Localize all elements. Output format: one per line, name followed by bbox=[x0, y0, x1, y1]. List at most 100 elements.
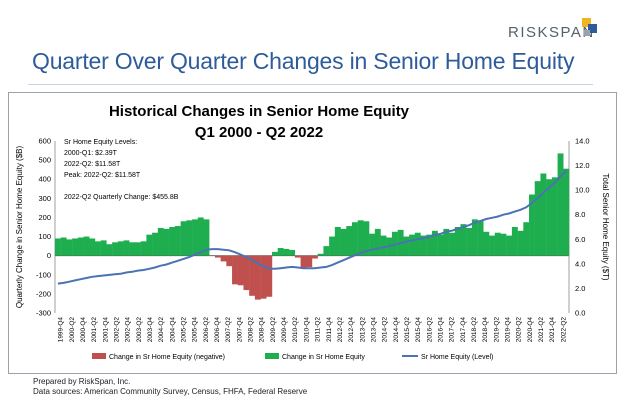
bar-positive bbox=[414, 232, 421, 256]
y-tick-label-left: 500 bbox=[38, 156, 51, 165]
x-tick-label: 2000-Q2 bbox=[69, 317, 76, 343]
bar-positive bbox=[152, 232, 158, 256]
y-tick-label-right: 0.0 bbox=[575, 309, 585, 318]
slide-title: Quarter Over Quarter Changes in Senior H… bbox=[32, 48, 575, 74]
bar-positive bbox=[563, 168, 570, 256]
bar-positive bbox=[494, 232, 501, 256]
bar-positive bbox=[157, 227, 164, 256]
x-tick-label: 2016-Q2 bbox=[426, 317, 433, 343]
bar-positive bbox=[140, 241, 147, 256]
bar-positive bbox=[146, 234, 153, 256]
chart-frame: Historical Changes in Senior Home Equity… bbox=[8, 92, 617, 374]
x-tick-label: 2013-Q2 bbox=[359, 317, 366, 343]
y-tick-label-left: 100 bbox=[38, 232, 51, 241]
bar-positive bbox=[123, 240, 130, 256]
x-tick-label: 2021-Q2 bbox=[538, 317, 545, 343]
level-line-series bbox=[57, 170, 567, 285]
x-tick-label: 2002-Q4 bbox=[125, 317, 132, 343]
bar-positive bbox=[443, 228, 450, 256]
bar-positive bbox=[477, 220, 484, 256]
bar-positive bbox=[197, 217, 204, 256]
bar-positive bbox=[117, 241, 124, 256]
bar-positive bbox=[409, 234, 415, 256]
y-axis-label-right: Total Senior Home Equity ($T) bbox=[601, 173, 610, 280]
bar-positive bbox=[403, 236, 410, 256]
x-tick-label: 2017-Q2 bbox=[449, 317, 456, 343]
bar-negative bbox=[300, 255, 307, 269]
bar-positive bbox=[431, 230, 438, 256]
bar-positive bbox=[540, 173, 547, 256]
bar-positive bbox=[511, 227, 518, 256]
bar-positive bbox=[346, 226, 353, 256]
x-tick-label: 2006-Q4 bbox=[214, 317, 221, 343]
bar-positive bbox=[529, 194, 535, 256]
bar-positive bbox=[534, 181, 541, 256]
legend: Change in Sr Home Equity (negative) Chan… bbox=[92, 353, 493, 361]
bar-positive bbox=[454, 227, 461, 256]
x-tick-label: 2015-Q4 bbox=[415, 317, 422, 343]
bar-positive bbox=[420, 235, 427, 256]
bar-positive bbox=[351, 222, 358, 256]
x-tick-label: 2017-Q4 bbox=[460, 317, 467, 343]
bar-negative bbox=[226, 255, 233, 267]
y-tick-label-right: 4.0 bbox=[575, 259, 585, 268]
bar-positive bbox=[517, 230, 524, 256]
bar-positive bbox=[340, 228, 347, 256]
bar-positive bbox=[369, 233, 376, 256]
x-tick-label: 2004-Q4 bbox=[169, 317, 176, 343]
bar-positive bbox=[66, 239, 73, 256]
x-tick-label: 2021-Q4 bbox=[549, 317, 556, 343]
bar-negative bbox=[232, 255, 238, 285]
x-tick-label: 2003-Q2 bbox=[136, 317, 143, 343]
x-tick-label: 2013-Q4 bbox=[371, 317, 378, 343]
annotation-heading: Sr Home Equity Levels: bbox=[64, 139, 137, 146]
x-tick-label: 2011-Q4 bbox=[326, 317, 333, 342]
x-tick-label: 2007-Q2 bbox=[225, 317, 232, 343]
logo-square-gold bbox=[582, 18, 591, 27]
x-tick-label: 2014-Q2 bbox=[382, 317, 389, 343]
y-tick-label-left: -200 bbox=[36, 289, 51, 298]
x-tick-label: 2005-Q2 bbox=[181, 317, 188, 343]
x-tick-label: 2007-Q4 bbox=[236, 317, 243, 343]
x-tick-label: 2001-Q2 bbox=[91, 317, 98, 343]
logo-text: RISKSPAN bbox=[508, 24, 595, 41]
y-tick-label-right: 8.0 bbox=[575, 210, 585, 219]
annotation-peak: Peak: 2022-Q2: $11.58T bbox=[64, 172, 141, 179]
bar-positive bbox=[203, 219, 210, 256]
bar-positive bbox=[557, 153, 564, 256]
y-tick-label-left: 600 bbox=[38, 137, 51, 146]
bar-positive bbox=[72, 238, 79, 256]
x-tick-label: 2018-Q4 bbox=[482, 317, 489, 343]
bar-positive bbox=[134, 242, 141, 256]
bar-negative bbox=[220, 255, 227, 262]
bar-positive bbox=[277, 248, 284, 256]
x-tick-label: 2010-Q4 bbox=[303, 317, 310, 343]
chart-subtitle: Q1 2000 - Q2 2022 bbox=[195, 124, 323, 141]
x-tick-label: 2022-Q2 bbox=[560, 317, 567, 343]
y-tick-label-left: 400 bbox=[38, 175, 51, 184]
x-tick-label: 1999-Q4 bbox=[58, 317, 65, 343]
bar-positive bbox=[329, 236, 336, 256]
bar-negative bbox=[243, 255, 250, 291]
x-tick-label: 2009-Q2 bbox=[270, 317, 277, 343]
bar-positive bbox=[363, 221, 370, 256]
bar-negative bbox=[306, 255, 313, 268]
y-axis-label-left: Quarterly Change in Senior Home Equity (… bbox=[15, 146, 24, 309]
bar-positive bbox=[551, 177, 558, 256]
bar-positive bbox=[163, 228, 170, 256]
bar-positive bbox=[55, 238, 61, 256]
bar-positive bbox=[100, 240, 107, 256]
x-tick-labels: 1999-Q4 2000-Q2 2000-Q4 2001-Q2 2001-Q4 2002-… bbox=[58, 317, 568, 343]
x-tick-label: 2011-Q2 bbox=[315, 317, 322, 342]
x-tick-label: 2019-Q2 bbox=[493, 317, 500, 343]
y-tick-label-left: 200 bbox=[38, 213, 51, 222]
x-tick-label: 2008-Q2 bbox=[248, 317, 255, 343]
bar-negative bbox=[237, 255, 244, 286]
bar-positive bbox=[186, 220, 193, 256]
legend-label-negative: Change in Sr Home Equity (negative) bbox=[109, 354, 225, 361]
logo-square-gray bbox=[584, 30, 590, 36]
bar-positive bbox=[112, 242, 119, 256]
bar-positive bbox=[380, 235, 387, 256]
annotation-quarterly-change: 2022-Q2 Quarterly Change: $455.8B bbox=[64, 194, 179, 201]
bar-positive bbox=[483, 231, 490, 256]
